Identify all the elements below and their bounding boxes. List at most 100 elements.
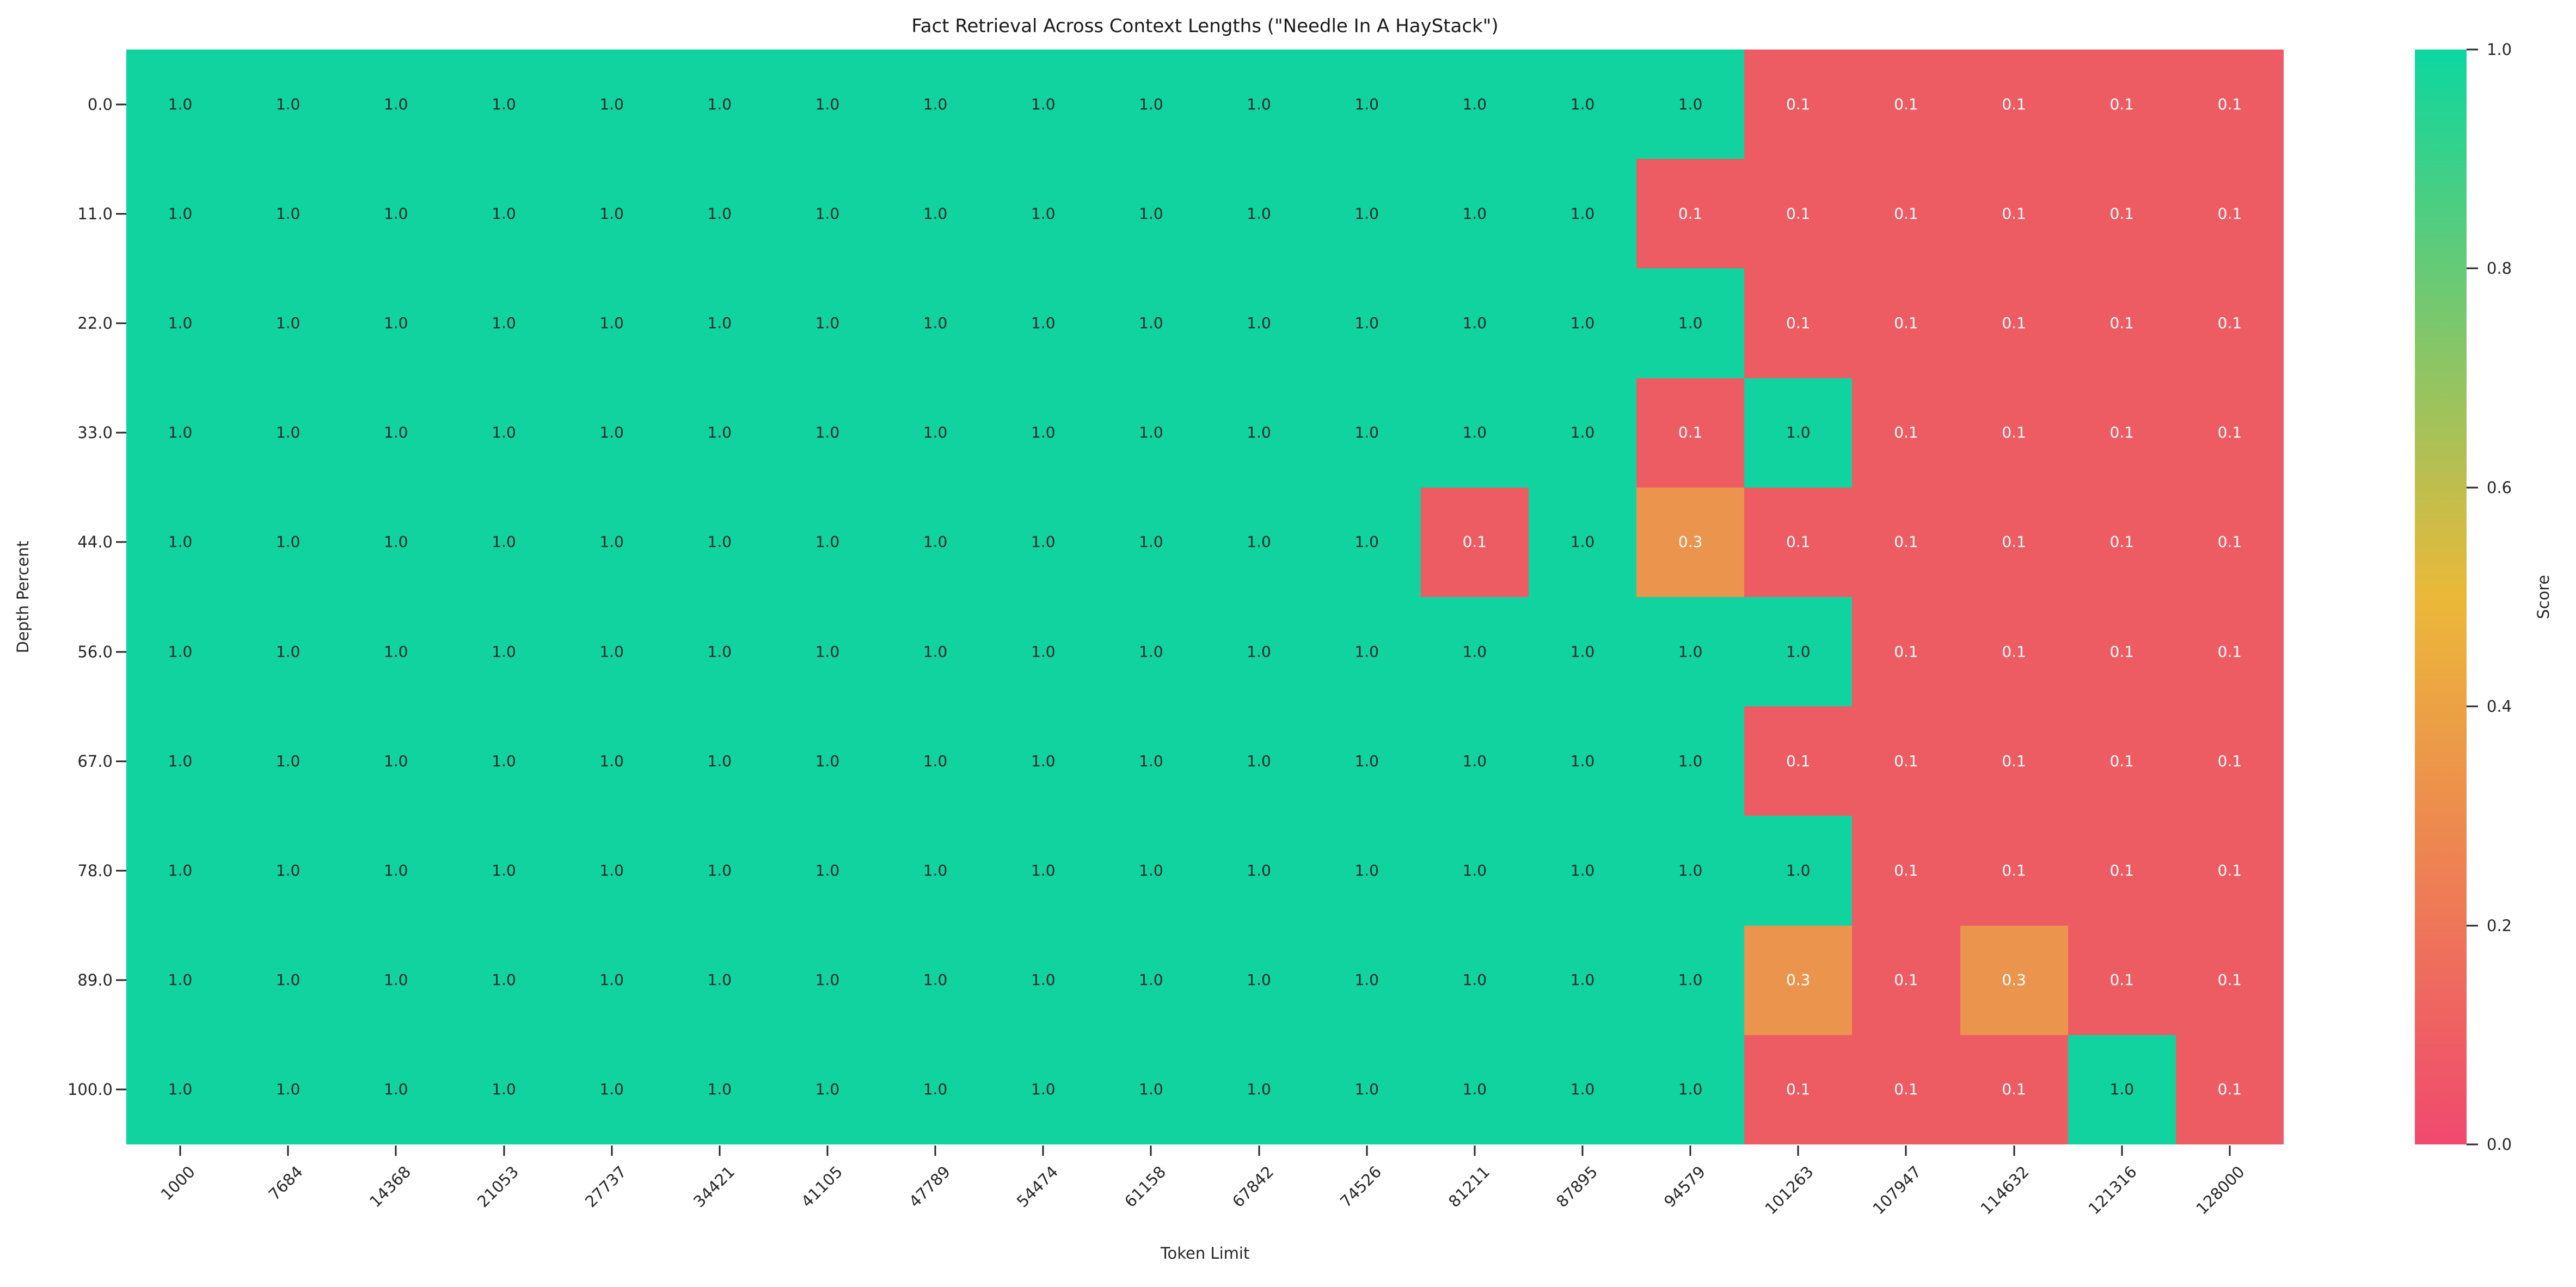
heatmap-cell: 0.1 (1744, 487, 1853, 597)
heatmap-cell: 1.0 (773, 1034, 882, 1144)
heatmap-cell: 1.0 (450, 268, 558, 378)
heatmap-cell: 0.1 (1420, 487, 1529, 597)
heatmap-cell: 1.0 (773, 159, 882, 269)
heatmap-cell: 0.1 (1960, 50, 2068, 159)
x-tick-mark (2121, 1146, 2123, 1156)
heatmap-cell: 1.0 (1312, 1034, 1421, 1144)
heatmap-cell: 1.0 (1205, 596, 1313, 707)
heatmap-cell: 1.0 (1097, 925, 1205, 1035)
y-tick-mark (116, 103, 126, 106)
heatmap-cell: 1.0 (126, 816, 235, 926)
heatmap-cell: 1.0 (557, 706, 666, 816)
heatmap-cell: 1.0 (126, 378, 235, 488)
heatmap-cell: 1.0 (989, 268, 1097, 378)
heatmap-cell: 1.0 (450, 50, 558, 159)
heatmap-cell: 0.1 (1636, 159, 1745, 269)
heatmap-cell: 1.0 (881, 50, 990, 159)
heatmap-cell: 0.1 (2068, 487, 2176, 597)
x-tick-label: 47789 (905, 1162, 954, 1211)
heatmap-cell: 1.0 (665, 925, 774, 1035)
x-tick-mark (1150, 1146, 1152, 1156)
x-tick-label: 87895 (1552, 1162, 1602, 1211)
heatmap-cell: 1.0 (1312, 378, 1421, 488)
y-tick-mark (116, 322, 126, 324)
heatmap-cell: 1.0 (1420, 50, 1529, 159)
colorbar-tick-label: 0.0 (2487, 1135, 2512, 1154)
heatmap-cell: 0.1 (1852, 159, 1960, 269)
x-tick-mark (1258, 1146, 1260, 1156)
heatmap-cell: 0.1 (2175, 596, 2284, 707)
heatmap-cell: 0.1 (2068, 596, 2176, 707)
heatmap-cell: 1.0 (989, 50, 1097, 159)
y-tick-mark (116, 541, 126, 543)
heatmap-cell: 1.0 (1097, 1034, 1205, 1144)
x-tick-mark (2013, 1146, 2015, 1156)
heatmap-cell: 1.0 (557, 816, 666, 926)
heatmap-cell: 1.0 (342, 816, 450, 926)
y-tick-label: 33.0 (77, 423, 113, 442)
x-tick-label: 74526 (1336, 1162, 1385, 1211)
heatmap-cell: 1.0 (450, 706, 558, 816)
heatmap-cell: 0.1 (1960, 378, 2068, 488)
heatmap-cell: 1.0 (1744, 816, 1853, 926)
x-tick-mark (503, 1146, 505, 1156)
x-tick-mark (611, 1146, 613, 1156)
heatmap-cell: 1.0 (557, 268, 666, 378)
heatmap-cell: 1.0 (989, 706, 1097, 816)
x-tick-label: 101263 (1761, 1162, 1817, 1218)
heatmap-cell: 0.1 (2175, 159, 2284, 269)
heatmap-cell: 1.0 (665, 378, 774, 488)
heatmap-cell: 1.0 (1528, 1034, 1637, 1144)
x-tick-label: 81211 (1444, 1162, 1493, 1211)
heatmap-cell: 1.0 (1312, 706, 1421, 816)
heatmap-cell: 1.0 (1312, 487, 1421, 597)
heatmap-cell: 1.0 (342, 159, 450, 269)
heatmap-cell: 1.0 (450, 596, 558, 707)
x-tick-mark (1581, 1146, 1584, 1156)
heatmap-cell: 1.0 (1097, 378, 1205, 488)
colorbar-tick-mark (2467, 267, 2478, 269)
heatmap-cell: 1.0 (773, 596, 882, 707)
heatmap-cell: 1.0 (450, 159, 558, 269)
heatmap-cell: 1.0 (126, 1034, 235, 1144)
y-tick-label: 56.0 (77, 642, 113, 661)
heatmap-cell: 0.1 (1852, 50, 1960, 159)
heatmap-cell: 1.0 (1636, 816, 1745, 926)
heatmap-cell: 1.0 (234, 1034, 342, 1144)
heatmap-cell: 1.0 (1097, 50, 1205, 159)
heatmap-cell: 1.0 (234, 487, 342, 597)
heatmap-cell: 1.0 (1420, 378, 1529, 488)
heatmap-cell: 1.0 (881, 268, 990, 378)
y-axis-title: Depth Percent (14, 540, 32, 654)
heatmap-cell: 0.1 (1960, 816, 2068, 926)
heatmap-cell: 1.0 (881, 159, 990, 269)
heatmap-cell: 0.1 (2175, 378, 2284, 488)
heatmap-cell: 1.0 (234, 706, 342, 816)
x-tick-label: 27737 (581, 1162, 630, 1211)
heatmap-cell: 1.0 (773, 50, 882, 159)
heatmap-cell: 1.0 (1636, 1034, 1745, 1144)
y-tick-mark (116, 651, 126, 653)
x-tick-mark (719, 1146, 721, 1156)
heatmap-cell: 1.0 (1528, 268, 1637, 378)
heatmap-cell: 0.1 (1852, 816, 1960, 926)
heatmap-cell: 1.0 (881, 925, 990, 1035)
heatmap-cell: 1.0 (342, 925, 450, 1035)
heatmap-cell: 1.0 (773, 487, 882, 597)
heatmap-cell: 1.0 (1205, 487, 1313, 597)
heatmap-cell: 1.0 (557, 487, 666, 597)
y-tick-label: 67.0 (77, 752, 113, 771)
heatmap-cell: 0.1 (2175, 268, 2284, 378)
heatmap-cell: 0.1 (1960, 706, 2068, 816)
x-tick-label: 107947 (1869, 1162, 1925, 1218)
heatmap-cell: 1.0 (665, 487, 774, 597)
heatmap-cell: 1.0 (665, 50, 774, 159)
heatmap-cell: 1.0 (126, 268, 235, 378)
heatmap-cell: 0.1 (1744, 50, 1853, 159)
heatmap-cell: 1.0 (1744, 596, 1853, 707)
heatmap-cell: 1.0 (989, 1034, 1097, 1144)
heatmap-cell: 1.0 (1205, 159, 1313, 269)
heatmap-cell: 1.0 (1636, 268, 1745, 378)
heatmap-cell: 1.0 (989, 925, 1097, 1035)
